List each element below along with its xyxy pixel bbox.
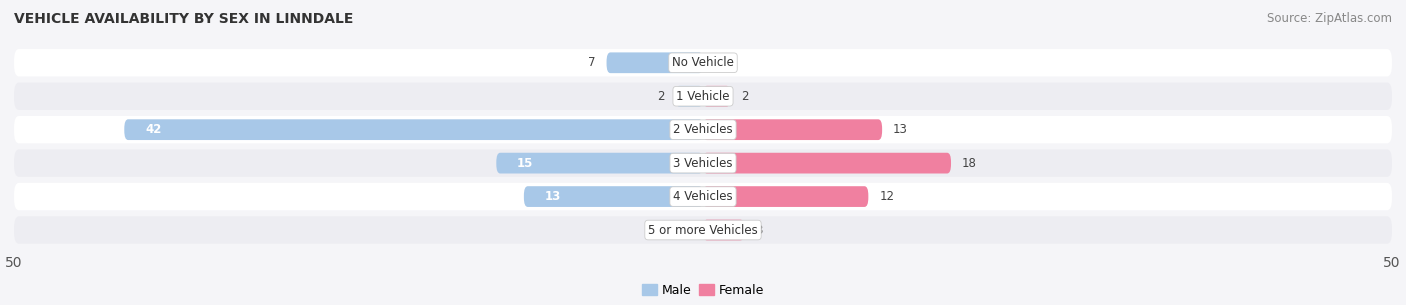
Text: 13: 13 (544, 190, 561, 203)
FancyBboxPatch shape (14, 183, 1392, 210)
Text: 1 Vehicle: 1 Vehicle (676, 90, 730, 103)
FancyBboxPatch shape (675, 86, 703, 106)
Text: 2: 2 (741, 90, 749, 103)
Text: No Vehicle: No Vehicle (672, 56, 734, 69)
Legend: Male, Female: Male, Female (637, 279, 769, 302)
Text: 4 Vehicles: 4 Vehicles (673, 190, 733, 203)
Text: 3: 3 (755, 224, 762, 237)
FancyBboxPatch shape (496, 153, 703, 174)
FancyBboxPatch shape (703, 153, 950, 174)
FancyBboxPatch shape (14, 149, 1392, 177)
Text: 2 Vehicles: 2 Vehicles (673, 123, 733, 136)
Text: 7: 7 (588, 56, 596, 69)
FancyBboxPatch shape (14, 83, 1392, 110)
Text: 15: 15 (517, 157, 533, 170)
Text: 18: 18 (962, 157, 977, 170)
Text: VEHICLE AVAILABILITY BY SEX IN LINNDALE: VEHICLE AVAILABILITY BY SEX IN LINNDALE (14, 12, 353, 26)
Text: 12: 12 (879, 190, 894, 203)
FancyBboxPatch shape (124, 119, 703, 140)
FancyBboxPatch shape (703, 86, 731, 106)
Text: 3 Vehicles: 3 Vehicles (673, 157, 733, 170)
Text: 2: 2 (657, 90, 665, 103)
FancyBboxPatch shape (703, 186, 869, 207)
FancyBboxPatch shape (703, 220, 744, 240)
FancyBboxPatch shape (14, 216, 1392, 244)
Text: 13: 13 (893, 123, 908, 136)
FancyBboxPatch shape (14, 116, 1392, 143)
FancyBboxPatch shape (703, 119, 882, 140)
Text: 0: 0 (685, 224, 692, 237)
FancyBboxPatch shape (14, 49, 1392, 77)
Text: 5 or more Vehicles: 5 or more Vehicles (648, 224, 758, 237)
Text: 42: 42 (145, 123, 162, 136)
Text: 0: 0 (714, 56, 721, 69)
FancyBboxPatch shape (524, 186, 703, 207)
FancyBboxPatch shape (606, 52, 703, 73)
Text: Source: ZipAtlas.com: Source: ZipAtlas.com (1267, 12, 1392, 25)
